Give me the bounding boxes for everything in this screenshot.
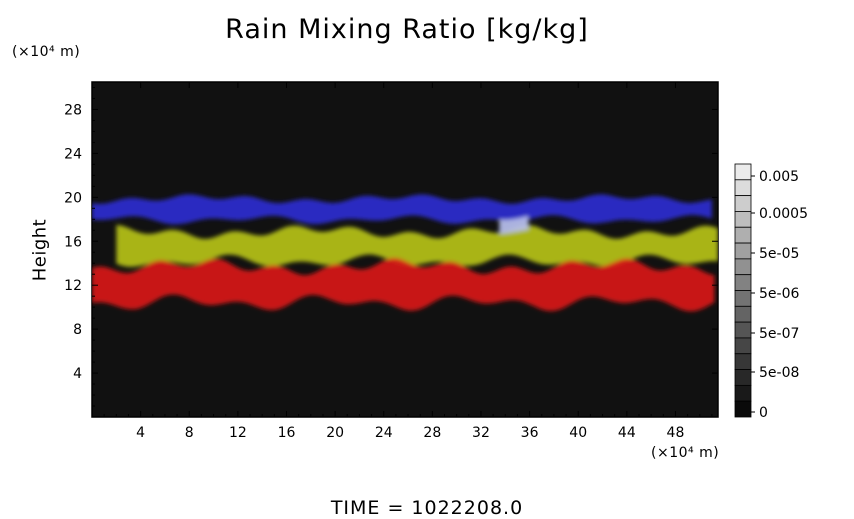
colorbar-level [734, 353, 752, 370]
layer-peak-core [499, 216, 529, 234]
colorbar-level [734, 369, 752, 386]
layer-middle-layer [116, 224, 718, 267]
colorbar-level [734, 163, 752, 181]
x-tick-label: 8 [185, 425, 194, 441]
x-tick-label: 12 [229, 425, 247, 441]
colorbar-level [734, 290, 752, 307]
colorbar-level [734, 242, 752, 260]
colorbar-level [734, 226, 752, 244]
colorbar-level [734, 305, 752, 323]
layer-lower-layer [92, 257, 715, 312]
colorbar-level [734, 337, 752, 355]
colorbar-label: 5e-05 [759, 246, 799, 262]
colorbar-level [734, 384, 752, 402]
colorbar-label: 5e-07 [759, 326, 799, 342]
x-tick-label: 32 [472, 425, 490, 441]
y-tick-label: 16 [64, 234, 82, 250]
x-tick-label: 36 [521, 425, 539, 441]
x-tick-label: 24 [375, 425, 393, 441]
colorbar-level [734, 195, 752, 212]
colorbar-level [734, 400, 752, 418]
x-axis-unit: (×10⁴ m) [651, 445, 720, 461]
colorbar-label: 0.0005 [759, 206, 808, 222]
colorbar-label: 0 [759, 405, 768, 421]
x-tick-label: 20 [326, 425, 344, 441]
x-tick-label: 44 [618, 425, 636, 441]
colorbar-level [734, 274, 752, 291]
x-tick-label: 16 [278, 425, 296, 441]
colorbar-label: 0.005 [759, 169, 799, 185]
time-footer: TIME = 1022208.0 [330, 497, 524, 519]
colorbar-level [734, 321, 752, 339]
colorbar-level [734, 179, 752, 197]
y-tick-label: 24 [64, 146, 82, 162]
colorbar-label: 5e-08 [759, 365, 799, 381]
x-tick-label: 4 [136, 425, 145, 441]
y-tick-label: 20 [64, 190, 82, 206]
x-tick-label: 48 [667, 425, 685, 441]
colorbar-level [734, 258, 752, 276]
y-axis-unit: (×10⁴ m) [12, 44, 81, 60]
colorbar-label: 5e-06 [759, 286, 799, 302]
x-tick-label: 28 [423, 425, 441, 441]
y-tick-label: 12 [64, 278, 82, 294]
colorbar-level [734, 211, 752, 228]
chart-title: Rain Mixing Ratio [kg/kg] [225, 14, 589, 45]
y-tick-label: 28 [64, 102, 82, 118]
y-tick-label: 8 [73, 322, 82, 338]
x-tick-label: 40 [569, 425, 587, 441]
layer-upper-layer [92, 194, 712, 225]
y-tick-label: 4 [73, 366, 82, 382]
